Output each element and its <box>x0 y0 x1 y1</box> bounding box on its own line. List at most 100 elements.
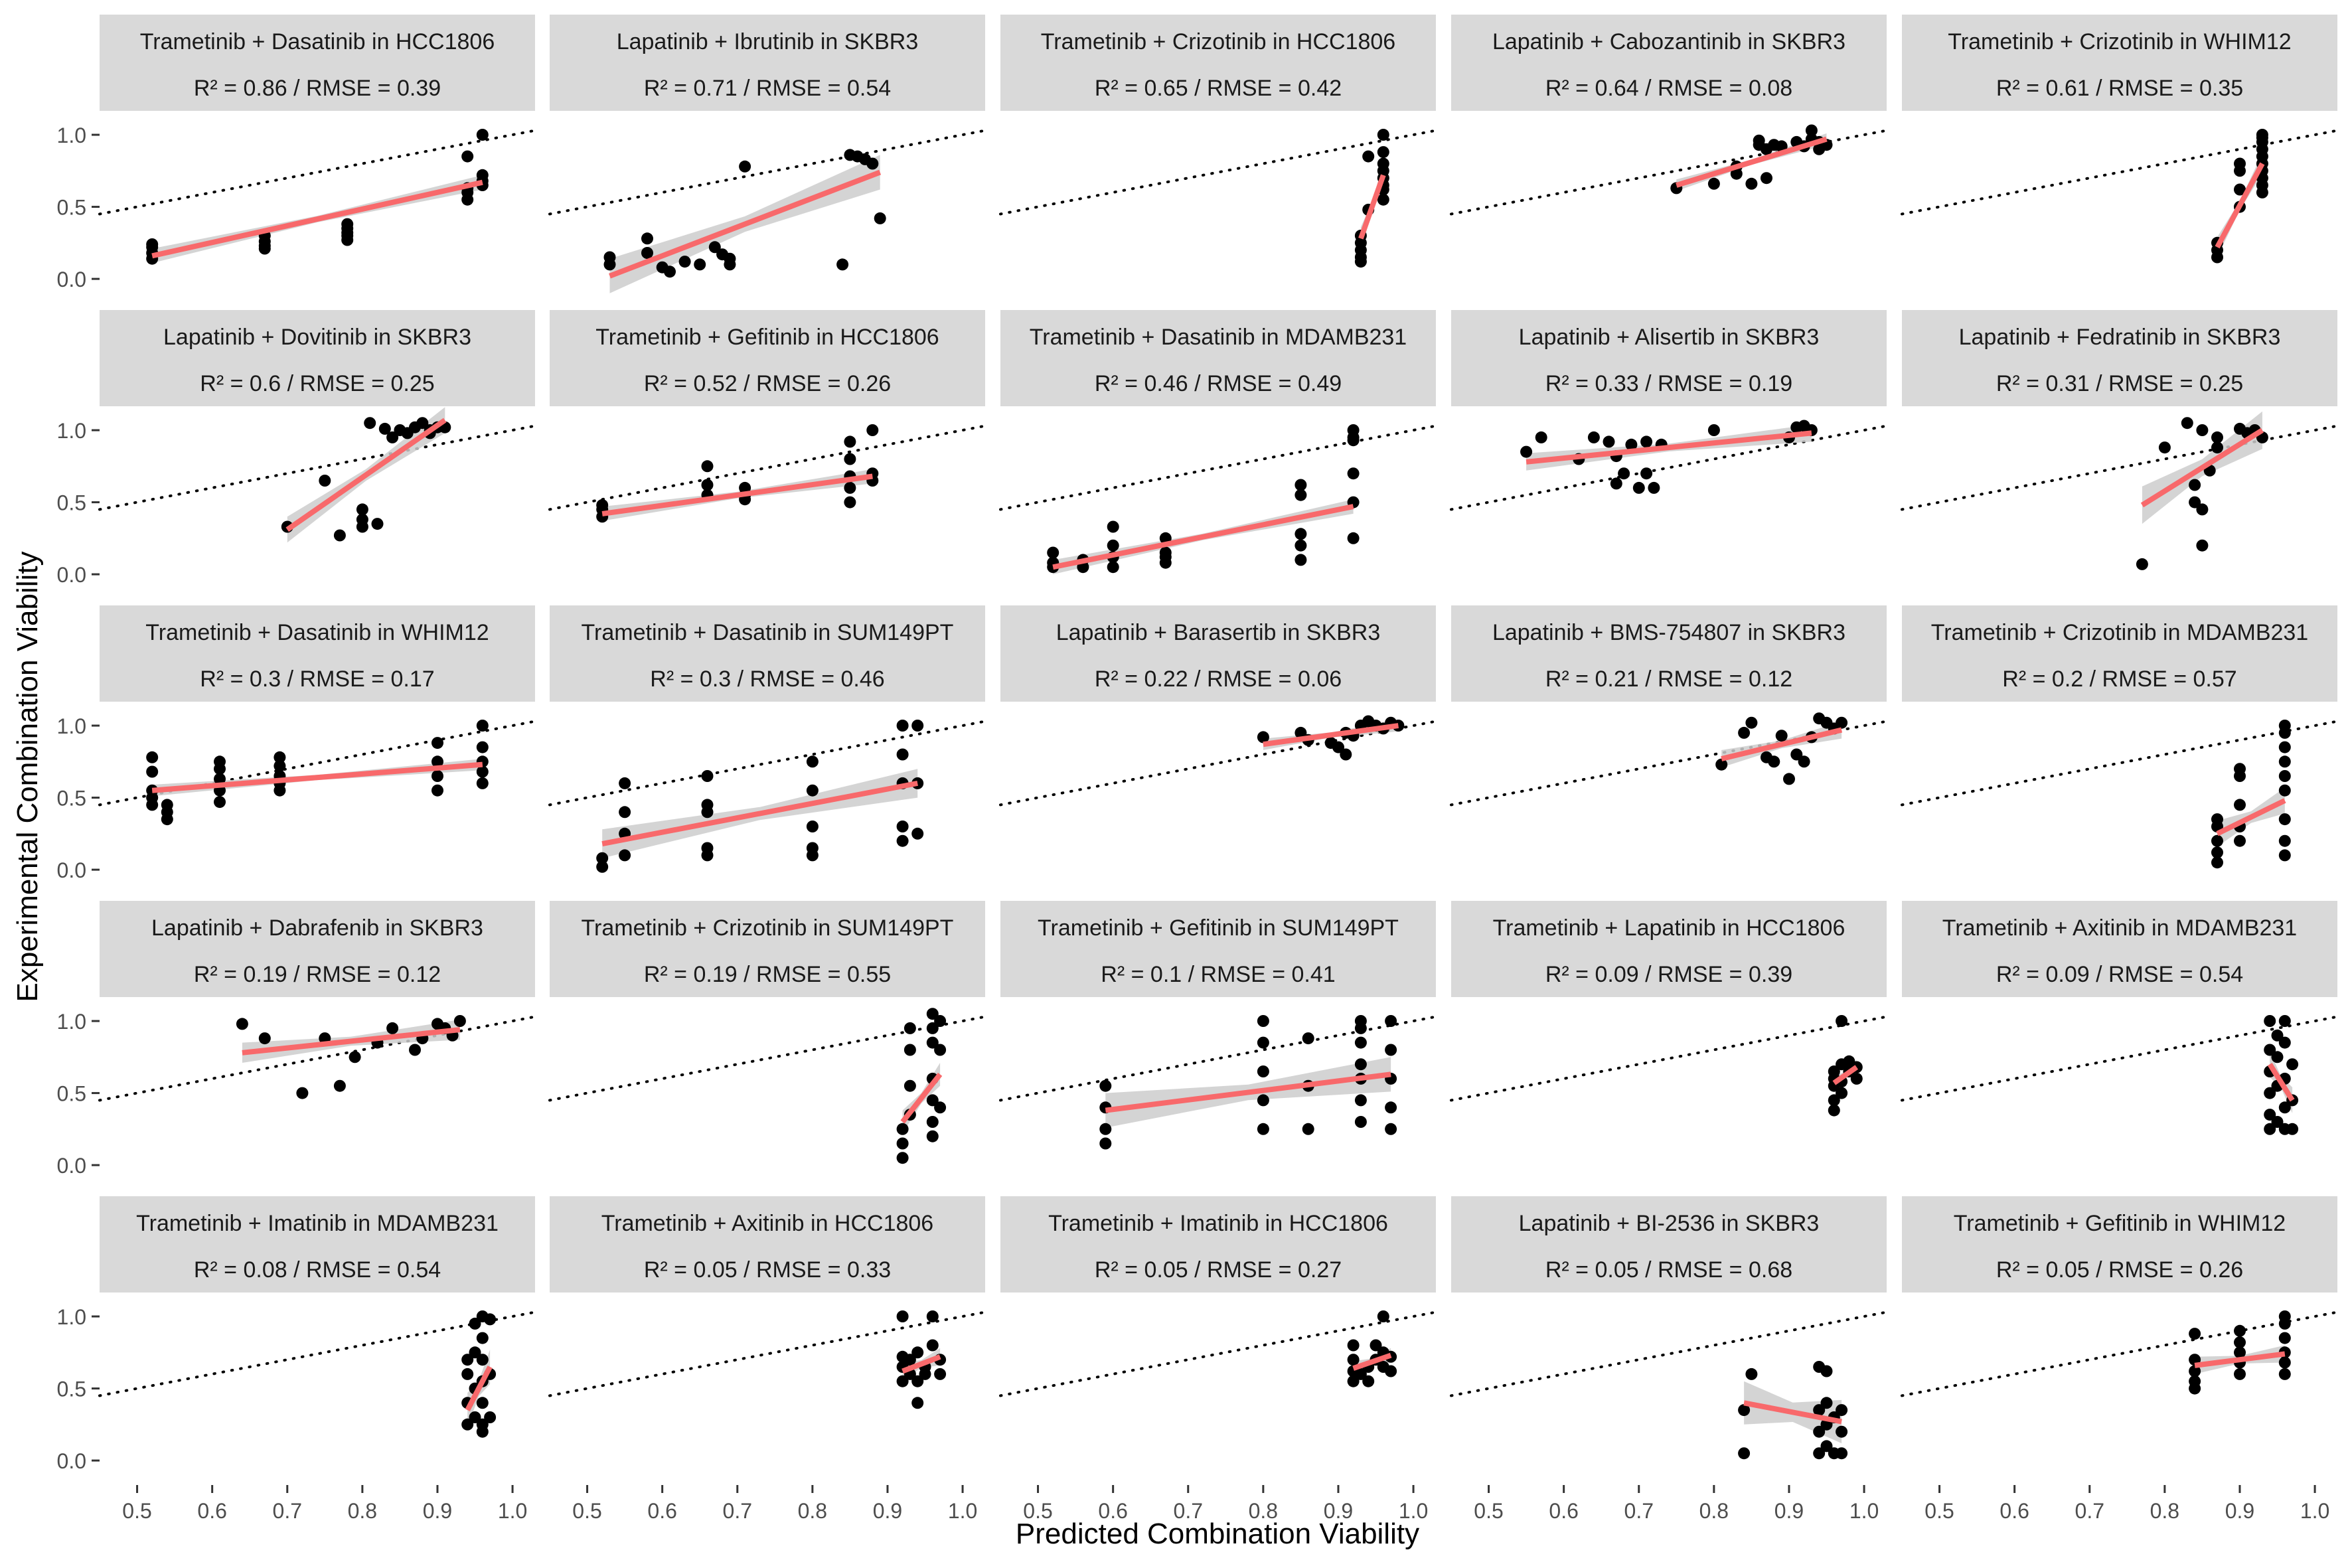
data-point <box>1745 716 1758 729</box>
data-point <box>1603 435 1615 448</box>
x-tick-label: 0.6 <box>197 1499 226 1523</box>
regression-line <box>2215 162 2265 249</box>
panel: Lapatinib + Barasertib in SKBR3 R² = 0.22… <box>999 605 1437 807</box>
regression-line <box>285 418 447 532</box>
data-point <box>1107 520 1119 533</box>
x-tick-label: 1.0 <box>948 1499 977 1523</box>
data-point <box>806 842 819 854</box>
data-point <box>2278 1368 2291 1380</box>
x-axis-label: Predicted Combination Viability <box>1016 1518 1419 1550</box>
data-point <box>1783 773 1795 785</box>
data-point <box>461 1418 474 1431</box>
data-point <box>1836 716 1848 729</box>
data-point <box>739 160 751 173</box>
panel-title: Trametinib + Axitinib in HCC1806 <box>601 1211 933 1236</box>
data-point <box>469 1346 481 1359</box>
data-point <box>596 852 609 864</box>
data-point <box>806 755 819 768</box>
x-tick-label: 0.8 <box>348 1499 377 1523</box>
data-point <box>903 1079 916 1092</box>
panel-stats: R² = 0.31 / RMSE = 0.25 <box>1996 371 2243 396</box>
data-point <box>1257 1015 1269 1027</box>
data-point <box>2234 1336 2246 1349</box>
x-tick-label: 0.9 <box>423 1499 452 1523</box>
data-point <box>2211 431 2223 443</box>
data-point <box>1730 167 1743 180</box>
panel: Lapatinib + Dovitinib in SKBR3 R² = 0.6 /… <box>98 310 536 543</box>
panel-stats: R² = 0.19 / RMSE = 0.55 <box>644 962 891 987</box>
y-tick-label: 0.5 <box>57 1377 86 1401</box>
data-point <box>806 784 819 797</box>
data-point <box>1632 481 1645 494</box>
x-tick-label: 0.7 <box>723 1499 752 1523</box>
data-point <box>1377 129 1389 141</box>
data-point <box>161 799 173 811</box>
data-point <box>341 222 354 235</box>
data-point <box>1850 1072 1863 1085</box>
data-point <box>1294 554 1307 566</box>
panel: Lapatinib + Cabozantinib in SKBR3 R² = 0.… <box>1450 15 1888 216</box>
panel-stats: R² = 0.86 / RMSE = 0.39 <box>194 76 441 101</box>
data-point <box>1370 1339 1382 1352</box>
data-point <box>1640 467 1653 480</box>
reference-line <box>98 424 536 511</box>
data-point <box>2278 834 2291 847</box>
x-tick-label: 0.8 <box>798 1499 827 1523</box>
panel-stats: R² = 0.3 / RMSE = 0.17 <box>200 666 434 692</box>
panel-title: Lapatinib + Cabozantinib in SKBR3 <box>1492 29 1845 54</box>
data-point <box>701 460 714 473</box>
data-point <box>926 1022 939 1034</box>
data-point <box>214 755 226 768</box>
data-point <box>2278 849 2291 862</box>
data-point <box>386 431 399 443</box>
data-point <box>409 1044 421 1056</box>
data-point <box>844 481 856 494</box>
data-point <box>274 759 286 772</box>
data-point <box>386 1022 399 1034</box>
data-point <box>1768 755 1780 768</box>
reference-line <box>1901 1015 2339 1102</box>
data-point <box>1738 1404 1751 1417</box>
data-point <box>2189 496 2201 509</box>
data-point <box>1836 1015 1848 1027</box>
data-point <box>2196 539 2209 552</box>
data-point <box>2271 1029 2284 1042</box>
panel-strip <box>1902 310 2337 406</box>
panel-strip <box>550 901 985 997</box>
regression-line <box>1052 504 1354 570</box>
data-point <box>1257 1094 1269 1107</box>
reference-line <box>1901 1310 2339 1397</box>
data-point <box>356 503 368 516</box>
data-point <box>476 1397 489 1409</box>
data-point <box>333 1079 346 1092</box>
data-point <box>1820 1440 1833 1452</box>
panel-strip <box>1902 15 2337 111</box>
data-point <box>701 842 714 854</box>
x-tick-label: 0.5 <box>572 1499 601 1523</box>
panel: Trametinib + Axitinib in HCC1806 R² = 0.0… <box>548 1196 986 1409</box>
data-point <box>1745 177 1758 190</box>
reference-line <box>548 1310 986 1397</box>
data-point <box>416 417 429 430</box>
data-point <box>896 720 909 732</box>
data-point <box>356 513 368 526</box>
data-point <box>896 1137 909 1150</box>
data-point <box>1294 489 1307 501</box>
data-point <box>2234 1324 2246 1337</box>
data-point <box>2278 720 2291 732</box>
data-point <box>461 1354 474 1366</box>
data-point <box>1385 1015 1397 1027</box>
data-point <box>2136 558 2148 570</box>
data-point <box>1294 726 1307 739</box>
panel-stats: R² = 0.19 / RMSE = 0.12 <box>194 962 441 987</box>
panel-title: Trametinib + Dasatinib in MDAMB231 <box>1030 325 1407 350</box>
panel-stats: R² = 0.65 / RMSE = 0.42 <box>1095 76 1342 101</box>
panel-stats: R² = 0.33 / RMSE = 0.19 <box>1545 371 1792 396</box>
data-point <box>2211 834 2223 847</box>
data-point <box>641 232 653 245</box>
panel-strip <box>100 15 535 111</box>
panel-strip <box>1451 15 1887 111</box>
data-point <box>2189 1365 2201 1377</box>
x-tick-label: 0.8 <box>1699 1499 1729 1523</box>
panel: Trametinib + Dasatinib in MDAMB231 R² = 0… <box>999 310 1437 575</box>
